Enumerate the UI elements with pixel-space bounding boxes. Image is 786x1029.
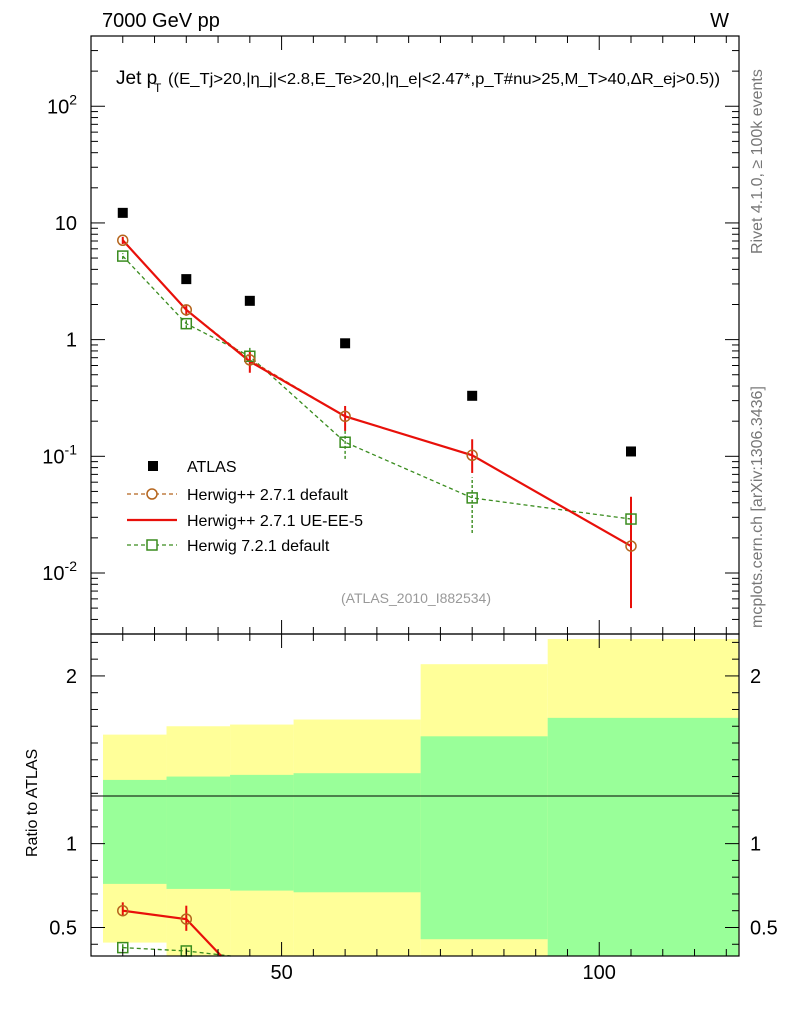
side-label-bottom: mcplots.cern.ch [arXiv:1306.3436] [749,386,766,628]
ratio-herwigpp-default-point [180,913,193,925]
ratio-band-inner [420,736,548,940]
plot-title: Jet p T ((E_Tj>20,|η_j|<2.8,E_Te>20,|η_e… [116,68,720,95]
legend: ATLAS Herwig++ 2.7.1 default Herwig++ 2.7.… [127,459,363,555]
main-y-axis: 10-2 10-1 1 10 102 [42,35,739,635]
legend-label: Herwig++ 2.7.1 UE-EE-5 [187,513,363,530]
legend-label: ATLAS [187,459,237,476]
atlas-point [626,446,636,457]
atlas-point [117,207,128,218]
ratio-y-tick-label-right: 1 [750,834,761,856]
ratio-y-tick-label: 2 [66,666,77,688]
main-y-tick-label: 10-2 [42,558,77,585]
ratio-band-inner [166,776,231,889]
atlas-point [181,274,192,285]
herwigpp-default-point [117,234,129,247]
legend-label: Herwig 7.2.1 default [187,538,330,555]
main-y-tick-label: 10-1 [42,441,77,468]
atlas-point [244,295,255,306]
herwig7-point [117,250,129,262]
side-label-top: Rivet 4.1.0, ≥ 100k events [749,69,766,254]
herwig7-point [180,317,193,330]
main-y-tick-label: 102 [47,91,77,118]
main-y-tick-label: 1 [66,330,77,352]
atlas-point [467,390,478,401]
herwig7-point [466,492,478,504]
herwig7-point [625,513,637,525]
herwigpp-default-point [244,354,256,366]
ratio-band-inner [230,774,294,891]
ratio-y-tick-label-right: 2 [750,666,761,688]
ratio-band-inner [293,773,421,893]
ratio-bands [103,639,739,956]
herwigpp-default-point [625,540,637,552]
plot-title-cuts: ((E_Tj>20,|η_j|<2.8,E_Te>20,|η_e|<2.47*,… [168,71,720,88]
plot-title-main: Jet p [116,68,157,89]
ratio-ylabel: Ratio to ATLAS [24,749,41,857]
ratio-y-tick-label: 0.5 [49,917,77,939]
ratio-band-inner [547,717,739,956]
analysis-id: (ATLAS_2010_I882534) [341,590,491,606]
ratio-band-inner [103,779,167,884]
ratio-series [117,902,231,957]
main-series [117,207,637,609]
right-title: W [710,10,729,32]
herwigpp-default-point [466,449,478,462]
herwigpp-ueee5-line [121,239,632,548]
ratio-y-axis: 0.5 0.5 1 1 2 2 [49,641,778,945]
main-y-tick-label: 10 [55,213,77,235]
left-title: 7000 GeV pp [102,10,220,32]
herwigpp-default-point [339,410,351,423]
herwig7-line [122,255,632,520]
legend-label: Herwig++ 2.7.1 default [187,487,349,504]
ratio-frame [90,633,740,957]
ratio-y-tick-label: 1 [66,834,77,856]
x-tick-label: 50 [270,962,292,984]
plot-title-main-sub: T [154,81,162,95]
x-axis: 50 100 [90,36,727,984]
legend-herwig7-marker [146,539,158,551]
herwigpp-default-point [180,304,193,316]
ratio-herwigpp-default-point [117,904,129,917]
legend-atlas-marker [148,461,158,471]
herwig7-point [244,350,256,363]
x-tick-label: 100 [583,962,616,984]
herwig7-point [339,436,351,448]
ratio-y-tick-label-right: 0.5 [750,917,778,939]
atlas-point [340,338,351,349]
legend-herwigpp-default-marker [146,488,158,500]
